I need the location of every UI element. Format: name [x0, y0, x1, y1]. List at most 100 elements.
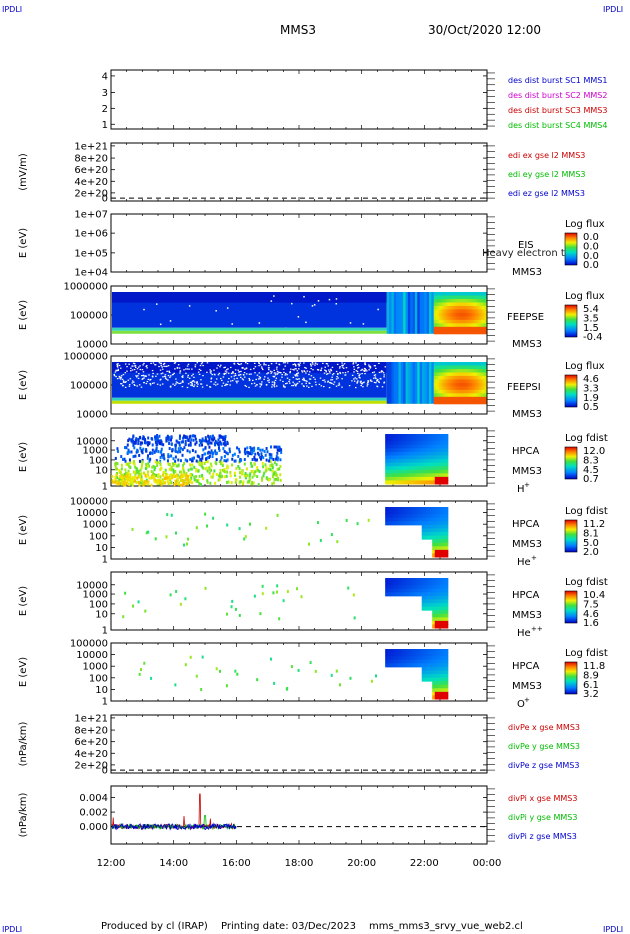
- spectrogram-pixel: [180, 475, 183, 479]
- spectrogram-pixel: [286, 686, 289, 690]
- speckle-pixel: [352, 362, 355, 364]
- spectrogram-cell: [458, 319, 461, 324]
- spectrogram-cell: [454, 295, 457, 300]
- spectrogram-cell: [434, 514, 438, 519]
- colorbar-value: 8.9: [583, 670, 599, 681]
- spectrogram-pixel: [141, 463, 144, 467]
- spectrogram-cell: [434, 510, 438, 515]
- spectrogram-cell: [442, 292, 445, 296]
- speckle-pixel: [338, 382, 340, 384]
- speckle-pixel: [117, 363, 119, 365]
- speckle-pixel: [348, 385, 351, 387]
- speckle-pixel: [131, 380, 134, 382]
- spectrogram-cell: [395, 448, 399, 453]
- spectrogram-pixel: [212, 451, 215, 455]
- speckle-pixel: [118, 377, 121, 379]
- spectrogram-cell: [387, 578, 391, 583]
- speckle-pixel: [267, 372, 269, 374]
- spectrogram-cell: [440, 649, 444, 654]
- speckle-pixel: [273, 295, 275, 297]
- speckle-pixel: [273, 382, 276, 384]
- speckle-pixel: [253, 382, 256, 384]
- spectrogram-cell: [477, 323, 480, 328]
- spectrogram-cell: [435, 400, 438, 405]
- spectrogram-cell: [424, 434, 428, 439]
- spectrogram-pixel: [154, 440, 157, 444]
- y-axis-label: E (eV): [18, 586, 29, 616]
- speckle-pixel: [320, 369, 322, 371]
- spectrogram-pixel: [156, 464, 159, 468]
- spectrogram-cell: [477, 375, 480, 380]
- spectrogram-pixel: [199, 461, 202, 465]
- spectrogram-cell: [434, 444, 438, 449]
- spectrogram-cell: [458, 365, 461, 370]
- spectrogram-cell: [445, 691, 449, 696]
- spectrogram-pixel: [210, 475, 213, 479]
- spectrogram-cell: [447, 312, 450, 317]
- spectrogram-cell: [437, 298, 440, 303]
- spectrogram-cell: [465, 393, 468, 398]
- spectrogram-cell: [445, 695, 449, 700]
- spectrogram-cell: [477, 292, 480, 296]
- spectrogram-cell: [426, 292, 430, 334]
- spectrogram-cell: [406, 652, 410, 657]
- spectrogram-pixel: [138, 453, 141, 457]
- y-tick-label: 100000: [70, 497, 108, 508]
- spectrogram-pixel: [187, 537, 190, 541]
- spectrogram-cell: [424, 521, 428, 526]
- spectrogram-cell: [449, 368, 452, 373]
- spectrogram-cell: [437, 295, 440, 300]
- spectrogram-pixel: [148, 476, 151, 480]
- spectrogram-cell: [432, 535, 436, 540]
- spectrogram-cell: [403, 444, 407, 449]
- spectrogram-cell: [451, 400, 454, 405]
- spectrogram-pixel: [123, 457, 126, 461]
- speckle-pixel: [327, 373, 329, 375]
- spectrogram-pixel: [183, 471, 186, 475]
- spectrogram-cell: [387, 585, 391, 590]
- spectrogram-pixel: [125, 472, 128, 476]
- speckle-pixel: [364, 370, 366, 372]
- speckle-pixel: [293, 363, 296, 365]
- spectrogram-cell: [393, 362, 397, 404]
- series-legend-label: des dist burst SC4 MMS4: [508, 121, 607, 130]
- spectrogram-cell: [419, 510, 423, 515]
- spectrogram-cell: [440, 521, 444, 526]
- spectrogram-cell: [442, 312, 445, 317]
- spectrogram-cell: [419, 459, 423, 464]
- colorbar-value: 0.0: [583, 232, 599, 243]
- spectrogram-pixel: [192, 438, 195, 442]
- spectrogram-cell: [433, 326, 436, 331]
- speckle-pixel: [143, 362, 145, 365]
- colorbar-value: 5.4: [583, 304, 599, 315]
- speckle-pixel: [116, 365, 119, 367]
- spectrogram-cell: [416, 473, 420, 478]
- colorbar-value: 8.1: [583, 528, 599, 539]
- spectrogram-pixel: [223, 440, 226, 444]
- spectrogram-cell: [433, 319, 436, 324]
- y-tick-label: 100000: [70, 311, 108, 322]
- speckle-pixel: [115, 369, 118, 371]
- spectrogram-cell: [480, 400, 484, 405]
- spectrogram-cell: [437, 528, 441, 533]
- spectrogram-cell: [437, 549, 441, 554]
- spectrogram-cell: [437, 455, 441, 460]
- speckle-pixel: [295, 383, 298, 385]
- spectrogram-cell: [426, 448, 431, 453]
- speckle-pixel: [336, 363, 339, 365]
- speckle-pixel: [312, 363, 314, 365]
- spectrogram-cell: [473, 323, 477, 328]
- spectrogram-cell: [424, 507, 428, 512]
- spectrogram-cell: [411, 462, 415, 467]
- spectrogram-cell: [484, 326, 487, 331]
- spectrogram-cell: [406, 437, 410, 442]
- spectrogram-pixel: [135, 471, 138, 475]
- spectrogram-cell: [468, 305, 471, 310]
- spectrogram-pixel: [174, 479, 177, 483]
- spectrogram-band: [112, 397, 431, 401]
- spectrogram-cell: [398, 448, 402, 453]
- speckle-pixel: [328, 369, 330, 371]
- spectrogram-cell: [398, 292, 402, 334]
- spectrogram-cell: [393, 588, 397, 593]
- speckle-pixel: [270, 372, 272, 374]
